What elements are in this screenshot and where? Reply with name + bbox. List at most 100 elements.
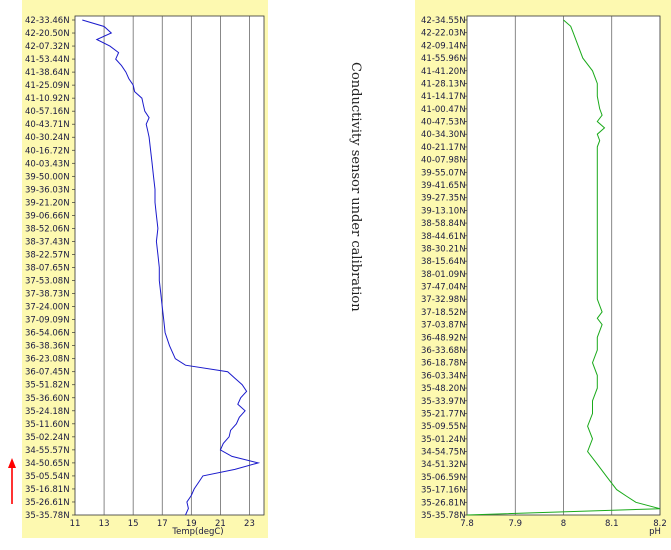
x-tick-label: 8 xyxy=(561,519,566,529)
y-tick-label: 35-35.78N xyxy=(421,511,466,521)
y-tick-label: 39-55.07N xyxy=(421,168,466,178)
y-tick-label: 40-30.24N xyxy=(25,133,70,143)
y-tick-label: 37-24.00N xyxy=(25,303,70,313)
y-tick-label: 38-37.43N xyxy=(25,237,70,247)
y-tick-label: 36-07.45N xyxy=(25,368,70,378)
y-tick-label: 39-41.65N xyxy=(421,181,466,191)
y-tick-label: 42-33.46N xyxy=(25,16,70,26)
y-tick-label: 40-21.17N xyxy=(421,143,466,153)
x-tick-label: 11 xyxy=(70,519,81,529)
y-tick-label: 42-20.50N xyxy=(25,29,70,39)
y-tick-label: 40-47.53N xyxy=(421,118,466,128)
y-tick-label: 34-50.65N xyxy=(25,459,70,469)
y-tick-label: 41-28.13N xyxy=(421,79,466,89)
y-tick-label: 36-23.08N xyxy=(25,355,70,365)
y-tick-label: 35-06.59N xyxy=(421,473,466,483)
y-tick-label: 41-55.96N xyxy=(421,54,466,64)
y-tick-label: 35-16.81N xyxy=(25,485,70,495)
x-tick-label: 15 xyxy=(128,519,139,529)
plot-area xyxy=(74,15,265,516)
y-tick-label: 41-41.20N xyxy=(421,67,466,77)
y-tick-label: 41-14.17N xyxy=(421,92,466,102)
y-tick-label: 38-58.84N xyxy=(421,219,466,229)
y-tick-label: 39-27.35N xyxy=(421,194,466,204)
data-series-line xyxy=(466,19,661,516)
x-axis-label: Temp(degC) xyxy=(171,527,223,537)
calibration-note: Conductivity sensor under calibration xyxy=(348,62,363,312)
y-tick-label: 39-21.20N xyxy=(25,198,70,208)
y-tick-label: 36-18.78N xyxy=(421,359,466,369)
y-tick-label: 35-48.20N xyxy=(421,384,466,394)
y-tick-label: 35-11.60N xyxy=(25,420,70,430)
y-tick-label: 35-33.97N xyxy=(421,397,466,407)
y-tick-label: 35-26.61N xyxy=(25,498,70,508)
y-tick-label: 35-05.54N xyxy=(25,472,70,482)
y-tick-label: 41-10.92N xyxy=(25,94,70,104)
y-tick-label: 34-55.57N xyxy=(25,446,70,456)
y-tick-label: 41-00.47N xyxy=(421,105,466,115)
y-tick-label: 36-54.06N xyxy=(25,329,70,339)
y-tick-label: 35-01.24N xyxy=(421,435,466,445)
y-tick-label: 35-36.60N xyxy=(25,394,70,404)
data-series-line xyxy=(82,19,261,516)
y-tick-label: 38-01.09N xyxy=(421,270,466,280)
y-tick-label: 38-30.21N xyxy=(421,244,466,254)
y-tick-label: 35-26.81N xyxy=(421,498,466,508)
y-tick-label: 40-57.16N xyxy=(25,107,70,117)
ph-profile-chart: 7.8 7.9 8 8.1 8.2pH 42-34.55N 42-22.03N 42-09.1… xyxy=(421,15,667,537)
y-tick-label: 37-18.52N xyxy=(421,308,466,318)
x-axis-label: pH xyxy=(649,527,661,537)
x-tick-label: 8.2 xyxy=(653,519,667,529)
y-tick-label: 36-03.34N xyxy=(421,371,466,381)
y-tick-label: 40-16.72N xyxy=(25,146,70,156)
x-tick-label: 17 xyxy=(157,519,168,529)
x-tick-label: 8.1 xyxy=(605,519,619,529)
y-tick-label: 42-09.14N xyxy=(421,41,466,51)
y-tick-label: 37-47.04N xyxy=(421,283,466,293)
y-tick-label: 42-22.03N xyxy=(421,29,466,39)
y-tick-label: 40-34.30N xyxy=(421,130,466,140)
y-tick-label: 39-13.10N xyxy=(421,206,466,216)
x-tick-label: 7.9 xyxy=(508,519,522,529)
y-tick-label: 38-52.06N xyxy=(25,224,70,234)
x-tick-label: 21 xyxy=(215,519,226,529)
y-tick-label: 36-48.92N xyxy=(421,333,466,343)
x-tick-label: 13 xyxy=(99,519,110,529)
y-tick-label: 39-50.00N xyxy=(25,172,70,182)
y-tick-label: 37-32.98N xyxy=(421,295,466,305)
y-tick-label: 35-17.16N xyxy=(421,486,466,496)
y-tick-label: 41-53.44N xyxy=(25,55,70,65)
y-tick-label: 39-36.03N xyxy=(25,185,70,195)
y-tick-label: 38-44.61N xyxy=(421,232,466,242)
y-tick-label: 41-25.09N xyxy=(25,81,70,91)
x-tick-label: 19 xyxy=(186,519,197,529)
x-tick-label: 23 xyxy=(244,519,255,529)
y-tick-label: 37-38.73N xyxy=(25,290,70,300)
y-tick-label: 38-15.64N xyxy=(421,257,466,267)
y-tick-label: 35-21.77N xyxy=(421,409,466,419)
y-tick-label: 34-51.32N xyxy=(421,460,466,470)
y-tick-label: 41-38.64N xyxy=(25,68,70,78)
y-tick-label: 35-24.18N xyxy=(25,407,70,417)
y-tick-label: 39-06.66N xyxy=(25,211,70,221)
y-tick-label: 35-09.55N xyxy=(421,422,466,432)
y-tick-label: 35-02.24N xyxy=(25,433,70,443)
direction-arrow xyxy=(8,458,16,504)
y-tick-label: 36-38.36N xyxy=(25,342,70,352)
y-tick-label: 40-43.71N xyxy=(25,120,70,130)
y-tick-label: 38-07.65N xyxy=(25,264,70,274)
y-tick-label: 38-22.57N xyxy=(25,250,70,260)
y-tick-label: 40-07.98N xyxy=(421,156,466,166)
y-tick-label: 37-09.09N xyxy=(25,316,70,326)
y-tick-label: 34-54.75N xyxy=(421,448,466,458)
y-tick-label: 42-07.32N xyxy=(25,42,70,52)
temp-profile-chart: 11 13 15 17 19 21 23 Temp(degC) 42-33.46N 42-20.5… xyxy=(25,15,265,537)
x-tick-label: 7.8 xyxy=(460,519,474,529)
y-tick-label: 35-35.78N xyxy=(25,511,70,521)
y-tick-label: 37-03.87N xyxy=(421,321,466,331)
y-tick-label: 35-51.82N xyxy=(25,381,70,391)
y-tick-label: 42-34.55N xyxy=(421,16,466,26)
y-tick-label: 37-53.08N xyxy=(25,277,70,287)
y-tick-label: 40-03.43N xyxy=(25,159,70,169)
